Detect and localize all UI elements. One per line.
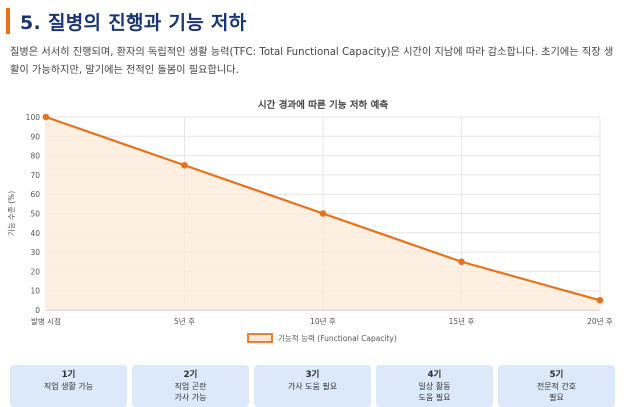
- y-tick-label: 100: [26, 113, 41, 122]
- data-point: [181, 161, 188, 169]
- stage-card-2: 2기 직업 곤란 가사 가능: [132, 365, 249, 407]
- x-tick-label: 발병 시점: [31, 316, 61, 326]
- x-tick-label: 10년 후: [310, 316, 336, 326]
- stage-list: 1기 직업 생활 가능 2기 직업 곤란 가사 가능 3기 가사 도움 필요 4…: [10, 365, 622, 407]
- accent-bar: [6, 8, 10, 34]
- page-title: 5. 질병의 진행과 기능 저하: [20, 11, 247, 34]
- stage-number: 4기: [427, 370, 442, 380]
- y-tick-label: 50: [30, 210, 40, 219]
- stage-card-4: 4기 일상 활동 도움 필요: [376, 365, 493, 407]
- stage-desc: 가사 가능: [174, 393, 207, 402]
- y-tick-label: 40: [30, 229, 40, 238]
- y-tick-label: 30: [30, 248, 40, 257]
- stage-desc: 직업 곤란: [174, 382, 207, 391]
- data-point: [319, 210, 327, 217]
- stage-desc: 도움 필요: [418, 393, 451, 402]
- data-point: [458, 258, 465, 266]
- stage-card-3: 3기 가사 도움 필요: [254, 365, 371, 407]
- y-tick-label: 90: [30, 132, 40, 141]
- stage-number: 2기: [183, 370, 198, 380]
- stage-desc: 일상 활동: [418, 382, 451, 391]
- chart-title: 시간 경과에 따른 기능 저하 예측: [258, 99, 388, 111]
- x-tick-label: 15년 후: [449, 316, 475, 326]
- stage-card-5: 5기 전문적 간호 필요: [498, 365, 615, 407]
- stage-number: 1기: [61, 370, 76, 380]
- stage-desc: 가사 도움 필요: [287, 382, 338, 391]
- x-tick-label: 20년 후: [587, 316, 613, 326]
- stage-number: 5기: [549, 370, 564, 380]
- stage-number: 3기: [305, 370, 320, 380]
- y-tick-label: 70: [30, 171, 40, 180]
- y-tick-label: 10: [30, 287, 40, 296]
- y-tick-label: 80: [30, 152, 40, 161]
- stage-desc: 직업 생활 가능: [43, 382, 94, 391]
- decline-chart: 시간 경과에 따른 기능 저하 예측 0 10 20 30 40 50 60 70 80 90 100…: [7, 99, 613, 343]
- stage-desc: 필요: [549, 393, 564, 402]
- intro-paragraph: 질병은 서서히 진행되며, 환자의 독립적인 생활 능력(TFC: Total …: [10, 47, 614, 76]
- x-tick-label: 5년 후: [174, 316, 195, 326]
- legend-label: 기능적 능력 (Functional Capacity): [278, 333, 397, 343]
- legend-swatch: [247, 333, 273, 343]
- y-tick-label: 60: [30, 190, 40, 199]
- stage-card-1: 1기 직업 생활 가능: [10, 365, 127, 407]
- data-point: [596, 297, 604, 304]
- y-axis-label: 기능 수준 (%): [7, 191, 16, 236]
- stage-desc: 전문적 간호: [536, 382, 577, 391]
- data-point: [42, 113, 50, 121]
- section-header: 5. 질병의 진행과 기능 저하: [6, 6, 247, 36]
- y-tick-label: 20: [30, 267, 40, 276]
- y-tick-label: 0: [35, 306, 40, 315]
